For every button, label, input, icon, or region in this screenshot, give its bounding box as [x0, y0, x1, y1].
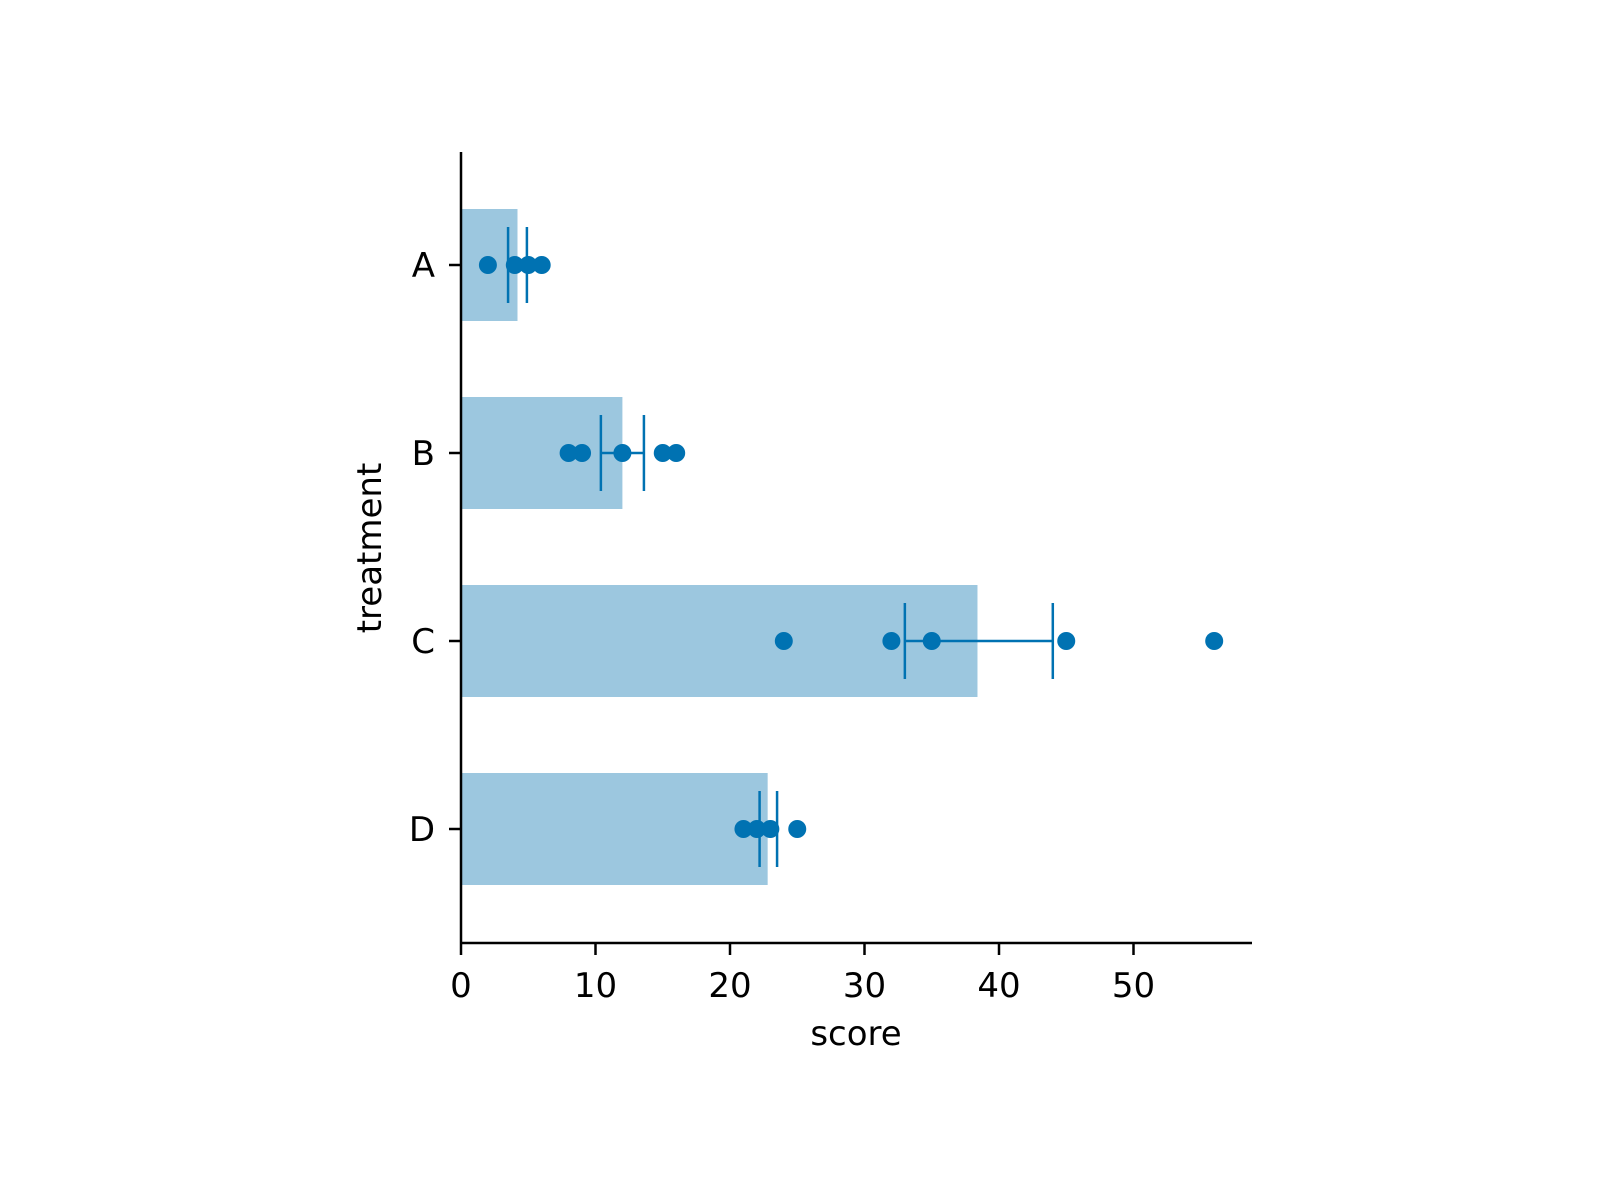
point-c-3: [1057, 632, 1076, 650]
y-ticks: A B C D: [409, 246, 461, 850]
x-tick-label-10: 10: [574, 966, 617, 1006]
x-tick-label-0: 0: [450, 966, 472, 1006]
x-tick-label-30: 30: [843, 966, 886, 1006]
point-a-3: [532, 256, 551, 274]
point-b-0: [559, 444, 578, 462]
point-a-1: [505, 256, 524, 274]
data-points: [478, 256, 1224, 838]
axes: [459, 152, 1252, 945]
y-tick-label-c: C: [411, 622, 435, 662]
y-tick-label-d: D: [409, 810, 435, 850]
point-c-0: [774, 632, 793, 650]
x-tick-label-50: 50: [1112, 966, 1155, 1006]
point-b-2: [613, 444, 632, 462]
point-b-4: [667, 444, 686, 462]
point-a-2: [519, 256, 538, 274]
point-c-4: [1205, 632, 1224, 650]
y-tick-label-b: B: [412, 434, 435, 474]
point-d-2: [761, 820, 780, 838]
x-tick-label-20: 20: [708, 966, 751, 1006]
point-a-0: [478, 256, 497, 274]
point-b-3: [653, 444, 672, 462]
point-d-0: [734, 820, 753, 838]
point-d-1: [747, 820, 766, 838]
bars: [461, 209, 978, 885]
bar-b: [461, 397, 623, 509]
y-axis-label: treatment: [350, 463, 390, 634]
error-bars: [506, 227, 1055, 867]
point-d-3: [788, 820, 807, 838]
x-axis-label: score: [810, 1014, 901, 1054]
x-tick-label-40: 40: [977, 966, 1020, 1006]
point-c-1: [882, 632, 901, 650]
point-b-1: [573, 444, 592, 462]
x-ticks: 0 10 20 30 40 50: [450, 943, 1155, 1006]
bar-d: [461, 773, 768, 885]
y-tick-label-a: A: [412, 246, 435, 286]
point-c-2: [922, 632, 941, 650]
